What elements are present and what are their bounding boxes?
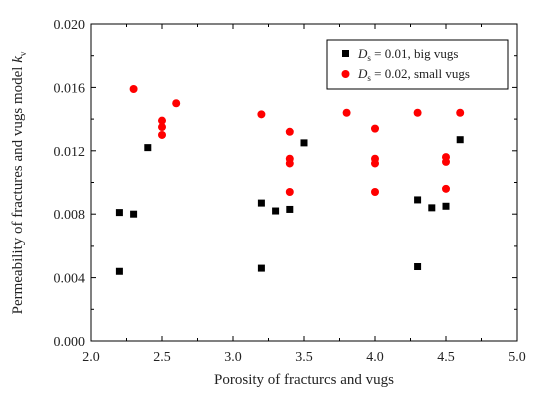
data-point-small-vugs (129, 84, 138, 93)
data-point-small-vugs (158, 116, 166, 125)
data-point-big-vugs (130, 210, 138, 218)
x-axis-title: Porosity of fracturcs and vugs (214, 372, 394, 388)
data-point-small-vugs (172, 99, 181, 108)
x-tick-label: 4.5 (437, 350, 455, 365)
legend-marker-big-vugs (342, 50, 349, 57)
data-point-big-vugs (414, 263, 422, 271)
data-point-small-vugs (285, 188, 294, 197)
data-point-big-vugs (257, 199, 265, 207)
axis-ticks: 2.0 2.5 3.0 3.5 4.0 4.5 5.0 0.000 0.004 0.008 0.01… (54, 18, 526, 365)
data-point-small-vugs (158, 123, 166, 132)
data-point-big-vugs (286, 205, 294, 213)
data-point-big-vugs (442, 202, 450, 210)
data-point-big-vugs (115, 267, 123, 275)
legend-label-small-vugs: Ds = 0.02, small vugs (357, 66, 470, 83)
x-tick-label: 2.5 (153, 350, 171, 365)
data-point-big-vugs (257, 264, 265, 272)
data-point-big-vugs (456, 136, 464, 144)
y-tick-label: 0.016 (54, 81, 86, 96)
x-tick-label: 3.0 (224, 350, 242, 365)
x-tick-label: 5.0 (508, 350, 526, 365)
x-tick-label: 3.5 (295, 350, 313, 365)
data-point-small-vugs (257, 110, 266, 119)
y-tick-label: 0.020 (54, 18, 86, 33)
data-point-big-vugs (272, 207, 280, 215)
y-axis-title: Permeability of fractures and vugs model… (10, 51, 28, 314)
x-tick-label: 2.0 (82, 350, 100, 365)
data-point-big-vugs (300, 139, 308, 147)
x-tick-label: 4.0 (366, 350, 384, 365)
data-point-big-vugs (428, 204, 436, 212)
data-point-small-vugs (371, 159, 379, 168)
data-marks (115, 84, 465, 275)
legend-box (326, 39, 509, 90)
data-point-small-vugs (442, 184, 450, 193)
legend: Ds = 0.01, big vugs Ds = 0.02, small vug… (326, 39, 509, 90)
data-point-small-vugs (456, 108, 465, 117)
data-point-small-vugs (371, 188, 379, 197)
legend-marker-small-vugs (341, 70, 350, 78)
data-point-big-vugs (144, 144, 152, 152)
y-tick-label: 0.008 (54, 208, 86, 223)
data-point-small-vugs (413, 108, 422, 117)
data-point-small-vugs (158, 130, 166, 139)
y-tick-label: 0.000 (54, 335, 86, 350)
data-point-big-vugs (115, 209, 123, 217)
data-point-small-vugs (285, 159, 294, 168)
data-point-small-vugs (285, 127, 294, 136)
legend-label-big-vugs: Ds = 0.01, big vugs (357, 46, 458, 63)
data-point-small-vugs (442, 157, 450, 166)
y-tick-label: 0.004 (54, 272, 86, 287)
y-tick-label: 0.012 (54, 145, 86, 160)
data-point-big-vugs (414, 196, 422, 204)
data-point-small-vugs (371, 124, 379, 133)
data-point-small-vugs (342, 108, 351, 117)
